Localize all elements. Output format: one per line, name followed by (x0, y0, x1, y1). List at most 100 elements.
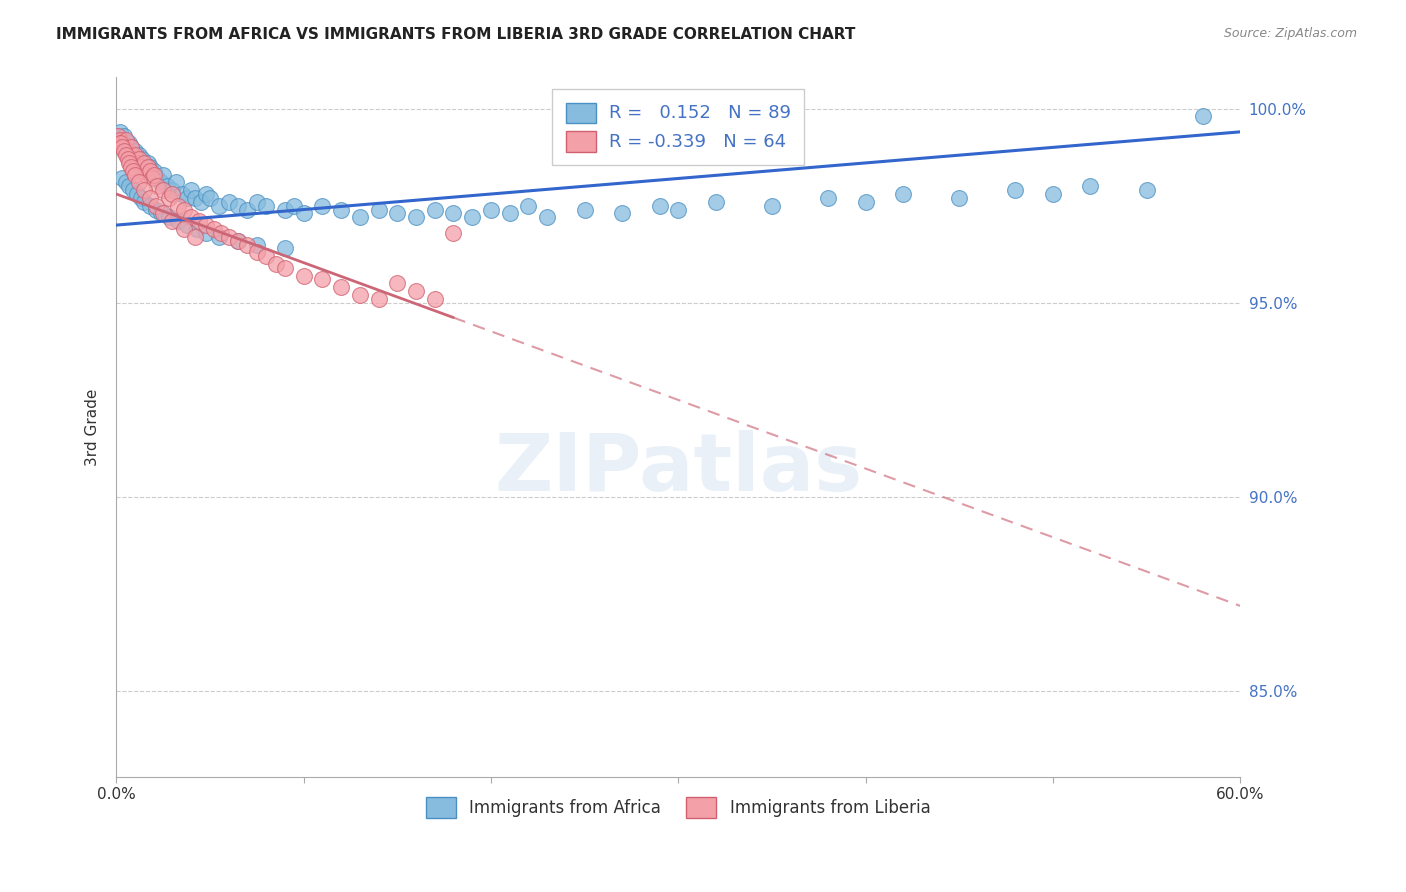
Point (108, 125, 131, 139)
Point (150, 206, 173, 220)
Point (142, 163, 165, 178)
Point (117, 145, 139, 159)
Point (111, 171, 134, 186)
Point (134, 183, 156, 197)
Point (111, 136, 134, 151)
Point (125, 152, 148, 166)
Point (184, 191, 207, 205)
Point (264, 257, 287, 271)
Point (1080, 179, 1102, 194)
Point (574, 202, 596, 217)
Point (136, 156, 159, 170)
Point (311, 199, 333, 213)
Y-axis label: 3rd Grade: 3rd Grade (86, 388, 100, 466)
Point (704, 194, 727, 209)
Point (112, 140, 135, 154)
Point (122, 163, 145, 178)
Point (173, 202, 195, 217)
Point (330, 280, 353, 294)
Point (118, 179, 141, 194)
Point (146, 179, 169, 194)
Point (139, 160, 162, 174)
Point (131, 163, 153, 178)
Point (610, 206, 633, 220)
Point (236, 202, 259, 217)
Point (118, 136, 141, 151)
Point (131, 152, 153, 166)
Point (274, 202, 297, 217)
Point (128, 152, 150, 166)
Point (226, 199, 249, 213)
Point (423, 292, 446, 306)
Point (136, 160, 159, 174)
Point (536, 211, 558, 225)
Point (124, 145, 146, 159)
Legend: Immigrants from Africa, Immigrants from Liberia: Immigrants from Africa, Immigrants from … (419, 791, 938, 824)
Point (1042, 187, 1064, 202)
Point (187, 214, 209, 228)
Point (198, 191, 221, 205)
Point (134, 156, 156, 170)
Point (117, 152, 139, 166)
Point (129, 156, 152, 170)
Point (124, 148, 146, 162)
Point (330, 202, 353, 217)
Point (423, 202, 446, 217)
Point (195, 226, 218, 240)
Point (145, 202, 167, 217)
Point (479, 202, 502, 217)
Point (292, 268, 315, 283)
Point (1136, 183, 1159, 197)
Point (254, 249, 277, 263)
Point (461, 211, 484, 225)
Point (107, 128, 129, 143)
Point (180, 211, 202, 225)
Point (948, 191, 970, 205)
Point (152, 183, 174, 197)
Point (167, 199, 190, 213)
Point (387, 277, 409, 291)
Point (218, 194, 240, 209)
Point (129, 191, 152, 205)
Point (176, 191, 198, 205)
Point (135, 163, 157, 178)
Point (254, 199, 277, 213)
Point (226, 234, 249, 248)
Point (855, 194, 877, 209)
Point (129, 160, 152, 174)
Point (124, 168, 146, 182)
Point (226, 234, 249, 248)
Point (112, 145, 135, 159)
Point (173, 222, 195, 236)
Point (108, 136, 131, 151)
Point (128, 175, 150, 189)
Point (114, 133, 136, 147)
Point (162, 183, 184, 197)
Point (186, 222, 208, 236)
Point (236, 237, 259, 252)
Point (349, 288, 371, 302)
Point (141, 171, 163, 186)
Point (666, 202, 689, 217)
Point (246, 245, 269, 260)
Point (246, 194, 269, 209)
Point (176, 218, 198, 232)
Point (180, 183, 202, 197)
Point (157, 191, 180, 205)
Point (162, 187, 184, 202)
Point (122, 152, 145, 166)
Point (114, 148, 136, 162)
Point (167, 214, 190, 228)
Point (135, 168, 157, 182)
Point (443, 206, 465, 220)
Point (108, 133, 131, 147)
Point (107, 128, 129, 143)
Point (139, 191, 162, 205)
Point (387, 206, 409, 220)
Point (165, 175, 187, 189)
Point (218, 229, 240, 244)
Point (202, 222, 225, 236)
Text: ZIPatlas: ZIPatlas (494, 430, 862, 508)
Point (134, 160, 156, 174)
Point (443, 226, 465, 240)
